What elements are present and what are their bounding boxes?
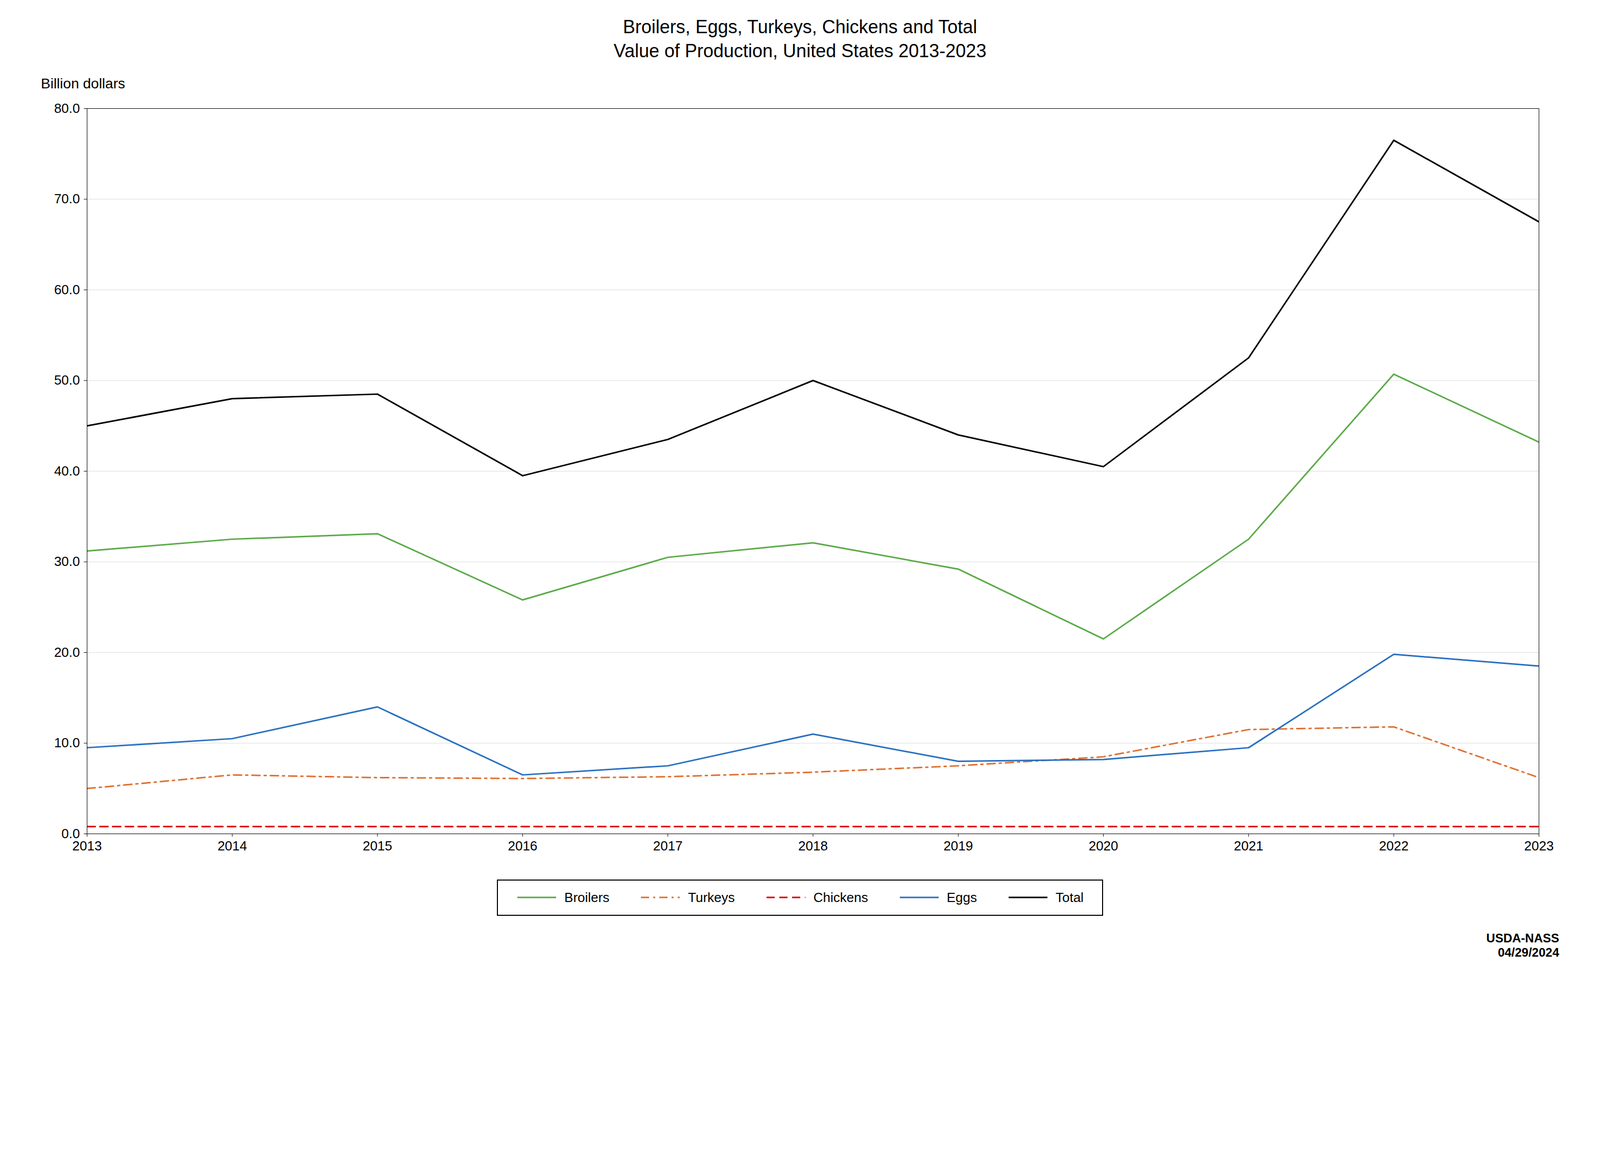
svg-text:0.0: 0.0 <box>61 825 80 841</box>
html-text:USDA-NASS 04/29/2024: USDA-NASS 04/29/2024 <box>1486 930 1560 959</box>
html-text:Chickens: Chickens <box>813 889 869 905</box>
html-text:Turkeys: Turkeys <box>688 889 735 905</box>
svg-text:2021: 2021 <box>1233 838 1264 854</box>
svg-text:2014: 2014 <box>217 838 248 854</box>
svg-text:2015: 2015 <box>362 838 393 854</box>
svg-text:2023: 2023 <box>1524 838 1555 854</box>
svg-text:80.0: 80.0 <box>54 100 81 116</box>
svg-text:2022: 2022 <box>1378 838 1409 854</box>
svg-text:2020: 2020 <box>1088 838 1119 854</box>
svg-text:2016: 2016 <box>507 838 538 854</box>
svg-text:50.0: 50.0 <box>54 372 81 388</box>
html-text:Total: Total <box>1055 889 1084 905</box>
html-text:Billion dollars: Billion dollars <box>40 75 126 92</box>
svg-text:2018: 2018 <box>798 838 828 854</box>
html-text:Broilers: Broilers <box>564 889 610 905</box>
svg-text:40.0: 40.0 <box>54 462 81 479</box>
svg-text:60.0: 60.0 <box>54 281 81 297</box>
svg-text:2013: 2013 <box>72 838 103 854</box>
html-text:Eggs: Eggs <box>946 889 977 905</box>
svg-text:2017: 2017 <box>653 838 683 854</box>
svg-text:20.0: 20.0 <box>54 643 81 660</box>
html-text:Broilers, Eggs, Turkeys, Chick: Broilers, Eggs, Turkeys, Chickens and To… <box>613 16 987 62</box>
svg-text:30.0: 30.0 <box>54 553 81 569</box>
svg-text:2019: 2019 <box>943 838 973 854</box>
svg-text:10.0: 10.0 <box>54 734 81 751</box>
svg-text:70.0: 70.0 <box>54 190 81 207</box>
